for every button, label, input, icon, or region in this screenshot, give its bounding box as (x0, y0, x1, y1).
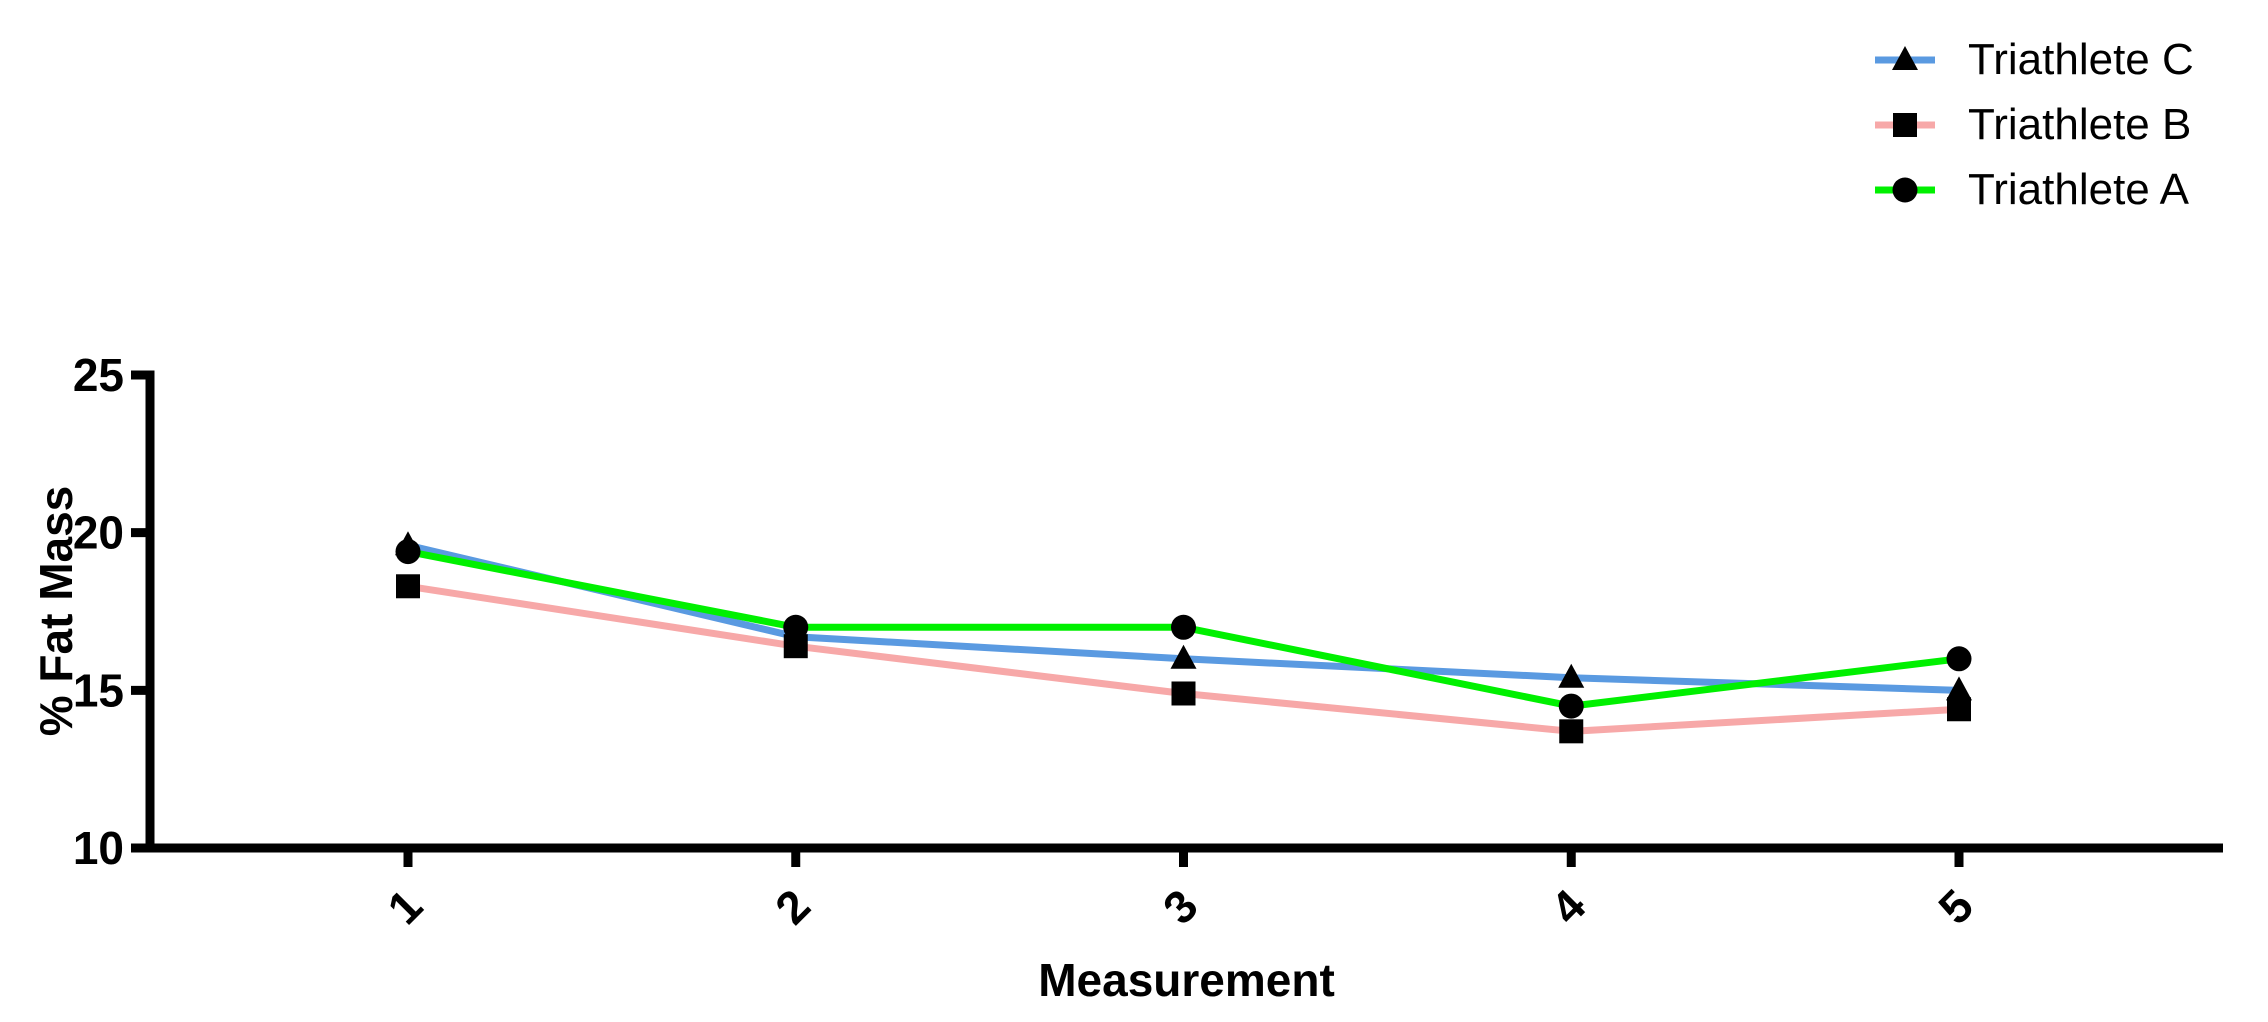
legend-swatch-circle-icon (1875, 177, 1935, 203)
legend-label: Triathlete A (1968, 164, 2189, 214)
legend-swatch-triangle-icon (1875, 46, 1935, 70)
series-triathlete-b (396, 574, 1971, 744)
legend-swatch-square-icon (1875, 113, 1935, 137)
square-marker-icon (396, 574, 420, 599)
y-axis-title: % Fat Mass (30, 486, 82, 737)
circle-marker-icon (395, 539, 421, 565)
square-marker-icon (1947, 697, 1971, 722)
x-axis-title: Measurement (1038, 954, 1335, 1006)
x-tick-label: 5 (1928, 879, 1983, 934)
y-tick-label: 20 (73, 507, 124, 559)
square-marker-icon (1171, 681, 1196, 706)
circle-marker-icon (783, 614, 809, 640)
square-marker-icon (1893, 113, 1917, 137)
circle-marker-icon (1946, 646, 1972, 672)
legend-label: Triathlete C (1968, 34, 2194, 84)
x-tick-label: 3 (1153, 879, 1208, 934)
series-triathlete-a (395, 539, 1972, 719)
x-tick-label: 2 (765, 879, 820, 934)
chart-legend: Triathlete C Triathlete B Triathlete A (1869, 27, 2194, 222)
legend-label: Triathlete B (1968, 99, 2192, 149)
y-tick-label: 25 (73, 349, 124, 401)
square-marker-icon (1559, 719, 1584, 744)
legend-item-triathlete-a: Triathlete A (1869, 157, 2194, 222)
circle-marker-icon (1171, 614, 1196, 640)
y-tick-label: 15 (73, 664, 124, 716)
triangle-marker-icon (1892, 46, 1918, 70)
triangle-marker-icon (1946, 676, 1972, 701)
x-tick-label: 1 (377, 879, 432, 934)
legend-item-triathlete-c: Triathlete C (1869, 27, 2194, 92)
triangle-marker-icon (1558, 663, 1585, 688)
circle-marker-icon (1892, 177, 1918, 203)
y-tick-label: 10 (73, 822, 124, 874)
circle-marker-icon (1558, 693, 1584, 719)
legend-item-triathlete-b: Triathlete B (1869, 92, 2194, 157)
x-tick-label: 4 (1541, 879, 1596, 934)
triangle-marker-icon (1170, 644, 1197, 669)
